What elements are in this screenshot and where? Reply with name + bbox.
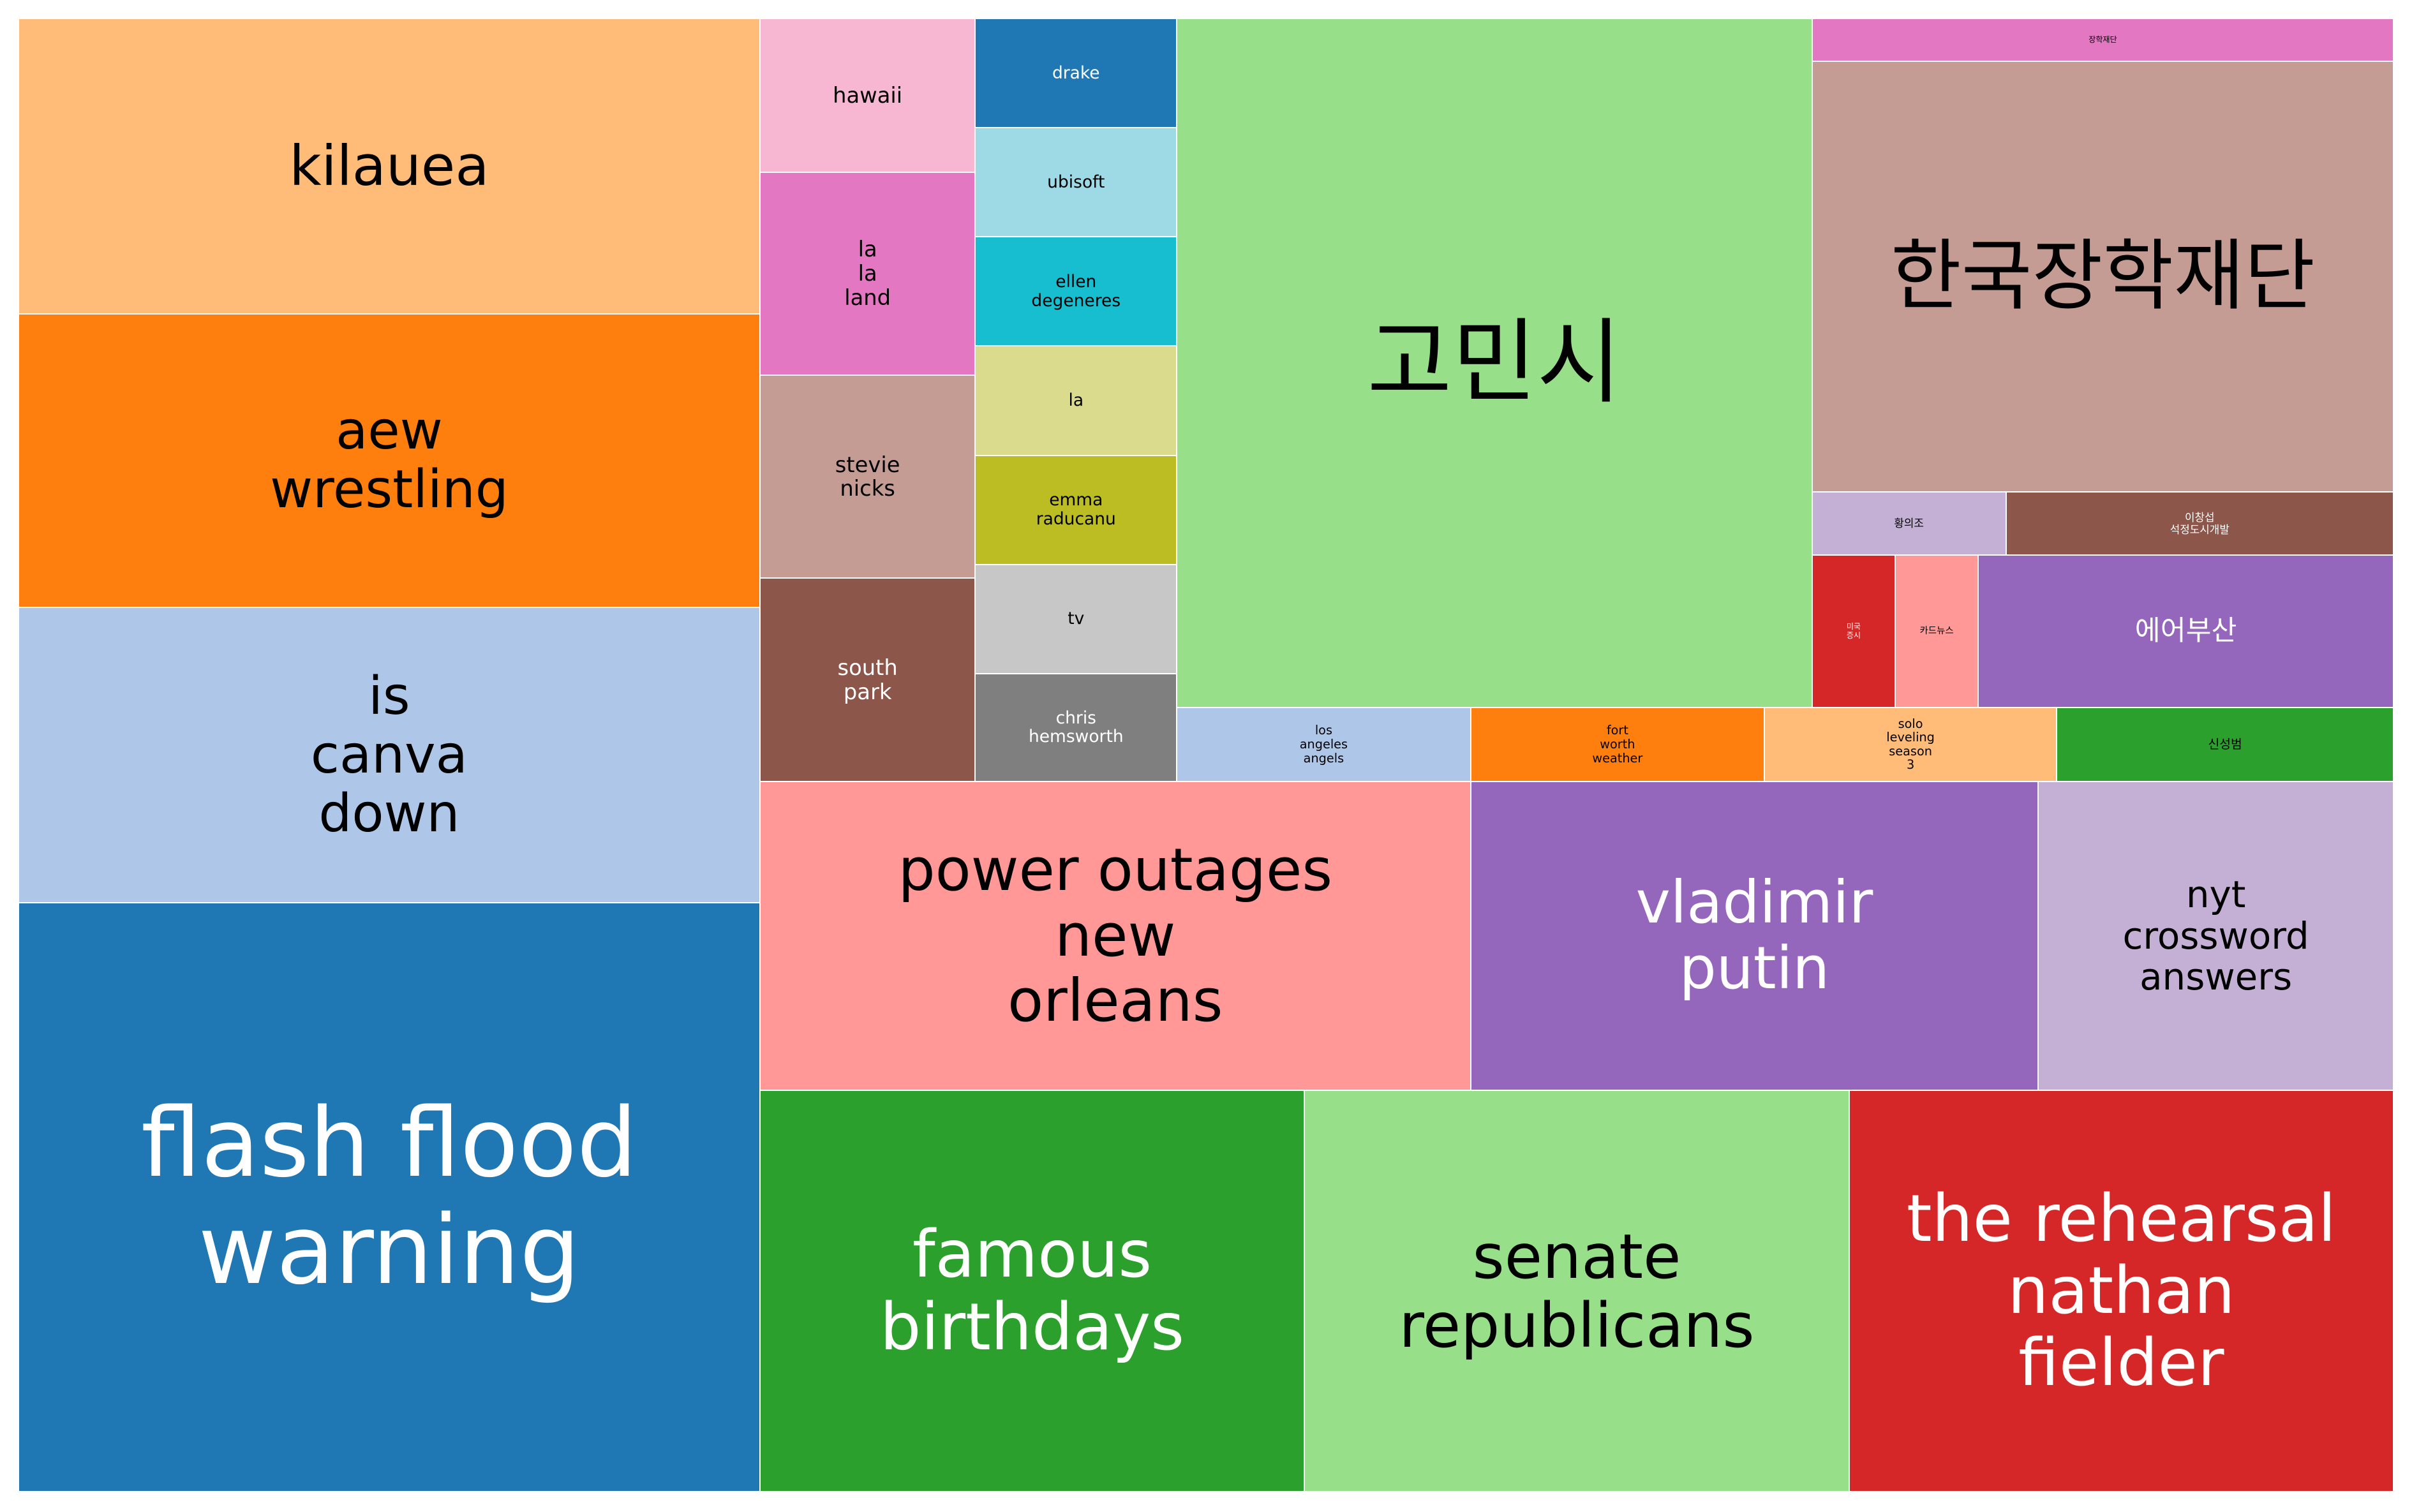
treemap-tile: chris hemsworth bbox=[975, 673, 1177, 782]
treemap-tile: solo leveling season 3 bbox=[1764, 707, 2057, 782]
treemap-tile: fort worth weather bbox=[1470, 707, 1765, 782]
treemap-tile: 미국 증시 bbox=[1812, 555, 1895, 708]
treemap-tile: tv bbox=[975, 564, 1177, 674]
treemap-tile: la la land bbox=[759, 172, 976, 376]
treemap-tile: ubisoft bbox=[975, 128, 1177, 237]
treemap-tile: 카드뉴스 bbox=[1895, 555, 1979, 708]
treemap-tile-label: drake bbox=[1052, 63, 1100, 83]
treemap-tile: hawaii bbox=[759, 18, 976, 172]
treemap-tile-label: la bbox=[1068, 390, 1084, 411]
treemap-tile: la bbox=[975, 346, 1177, 456]
treemap-tile-label: 고민시 bbox=[1367, 309, 1622, 417]
treemap-tile-label: la la land bbox=[844, 237, 891, 310]
treemap-tile-label: 카드뉴스 bbox=[1919, 626, 1954, 637]
treemap-tile: the rehearsal nathan fielder bbox=[1849, 1090, 2394, 1492]
treemap-tile-label: nyt crossword answers bbox=[2122, 872, 2309, 999]
treemap-tile: vladimir putin bbox=[1470, 781, 2039, 1091]
treemap-tile: flash flood warning bbox=[18, 903, 760, 1492]
treemap-tile: drake bbox=[975, 18, 1177, 128]
treemap-tile-label: emma raducanu bbox=[1036, 490, 1116, 530]
treemap-tile-label: 에어부산 bbox=[2134, 615, 2237, 648]
treemap-tile: famous birthdays bbox=[759, 1090, 1305, 1492]
treemap-tile: 에어부산 bbox=[1978, 555, 2394, 708]
treemap-tile: stevie nicks bbox=[759, 375, 976, 579]
treemap-tile: 장학재단 bbox=[1812, 18, 2394, 62]
treemap-tile: los angeles angels bbox=[1177, 707, 1471, 782]
treemap-tile-label: famous birthdays bbox=[880, 1217, 1185, 1365]
treemap-tile-label: tv bbox=[1068, 609, 1085, 629]
treemap-tile: aew wrestling bbox=[18, 313, 760, 608]
treemap-tile: emma raducanu bbox=[975, 455, 1177, 565]
treemap-tile: 황의조 bbox=[1812, 492, 2006, 556]
treemap-tile-label: 신성범 bbox=[2208, 736, 2242, 752]
treemap-tile: senate republicans bbox=[1304, 1090, 1849, 1492]
treemap-tile-label: flash flood warning bbox=[141, 1088, 637, 1306]
treemap-tile-label: vladimir putin bbox=[1635, 868, 1873, 1002]
treemap-tile-label: 장학재단 bbox=[2088, 34, 2117, 44]
treemap-tile: power outages new orleans bbox=[759, 781, 1471, 1091]
treemap-tile: nyt crossword answers bbox=[2038, 781, 2394, 1091]
treemap-tile-label: aew wrestling bbox=[270, 401, 509, 520]
treemap-tile-label: solo leveling season 3 bbox=[1886, 716, 1935, 773]
treemap-tile-label: kilauea bbox=[289, 133, 489, 198]
treemap-tile: 신성범 bbox=[2057, 707, 2394, 782]
treemap-tile: kilauea bbox=[18, 18, 760, 314]
treemap-tile-label: stevie nicks bbox=[835, 452, 900, 501]
treemap-tile-label: hawaii bbox=[833, 82, 903, 108]
treemap-tile: 한국장학재단 bbox=[1812, 61, 2394, 493]
treemap-tile: south park bbox=[759, 578, 976, 782]
treemap-tile: ellen degeneres bbox=[975, 237, 1177, 346]
treemap-tile-label: chris hemsworth bbox=[1028, 708, 1124, 747]
treemap-tile-label: senate republicans bbox=[1399, 1220, 1755, 1361]
treemap-tile-label: 한국장학재단 bbox=[1890, 232, 2316, 322]
treemap-tile-label: 이창섭 석정도시개발 bbox=[2170, 510, 2230, 536]
treemap-tile-label: ellen degeneres bbox=[1031, 272, 1121, 311]
treemap-tile-label: is canva down bbox=[310, 665, 468, 844]
treemap-tile: is canva down bbox=[18, 607, 760, 903]
treemap-tile-label: south park bbox=[837, 655, 898, 704]
treemap-tile-label: power outages new orleans bbox=[898, 836, 1333, 1035]
treemap-tile-label: los angeles angels bbox=[1299, 723, 1348, 766]
treemap-tile-label: 황의조 bbox=[1894, 517, 1924, 530]
treemap-tile-label: fort worth weather bbox=[1592, 723, 1643, 766]
treemap-tile-label: the rehearsal nathan fielder bbox=[1906, 1180, 2336, 1401]
treemap-tile: 고민시 bbox=[1177, 18, 1812, 708]
treemap-tile-label: ubisoft bbox=[1047, 172, 1105, 192]
treemap-tile-label: 미국 증시 bbox=[1846, 622, 1861, 640]
treemap-tile: 이창섭 석정도시개발 bbox=[2006, 492, 2394, 556]
